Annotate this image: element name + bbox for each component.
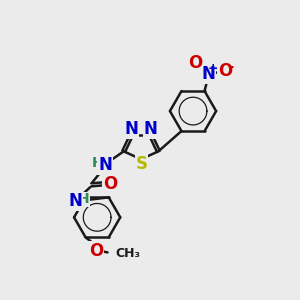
Text: N: N (144, 120, 158, 138)
Text: CH₃: CH₃ (115, 247, 140, 260)
Text: +: + (208, 62, 218, 75)
Text: N: N (124, 120, 139, 138)
Text: O: O (218, 62, 232, 80)
Text: -: - (227, 59, 234, 74)
Text: N: N (201, 65, 215, 83)
Text: S: S (136, 155, 148, 173)
Text: H: H (92, 156, 103, 170)
Text: N: N (98, 156, 112, 174)
Text: O: O (103, 175, 117, 193)
Text: H: H (77, 192, 89, 206)
Text: O: O (89, 242, 103, 260)
Text: N: N (68, 193, 82, 211)
Text: O: O (188, 54, 202, 72)
